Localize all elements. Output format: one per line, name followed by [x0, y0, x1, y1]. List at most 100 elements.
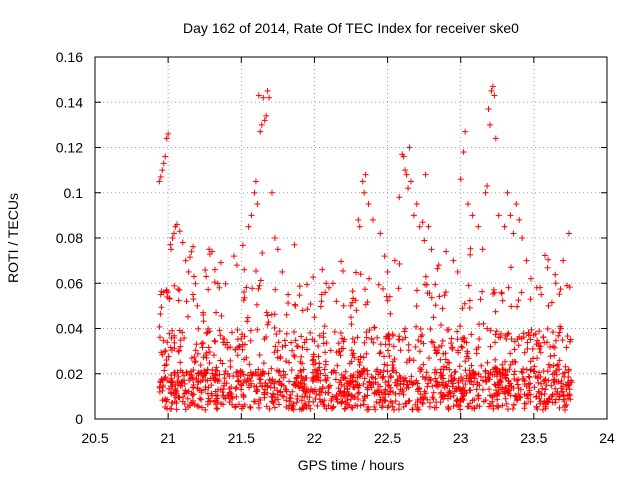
data-point [200, 309, 207, 316]
data-point [357, 353, 364, 360]
data-point [190, 296, 197, 303]
data-point [266, 376, 273, 383]
data-point [161, 348, 168, 355]
data-point [222, 395, 229, 402]
data-point [457, 176, 464, 183]
data-point [422, 273, 429, 280]
x-tick-label: 23 [453, 430, 469, 446]
data-point [384, 362, 391, 369]
data-point [169, 235, 176, 241]
data-point [396, 194, 403, 201]
data-point [193, 341, 200, 348]
data-point [405, 341, 412, 348]
data-point [474, 402, 481, 409]
data-point [386, 332, 393, 339]
data-point [227, 390, 234, 397]
data-point [314, 402, 321, 409]
data-point [555, 361, 562, 368]
data-point [429, 383, 436, 390]
data-point [192, 280, 199, 287]
data-point [351, 354, 358, 361]
data-point [384, 297, 391, 304]
data-point [264, 312, 271, 319]
data-point [449, 344, 456, 351]
data-point [495, 382, 502, 389]
data-point [292, 337, 299, 344]
data-point [562, 369, 569, 376]
data-point [387, 310, 394, 317]
data-point [492, 308, 499, 315]
data-point [486, 121, 493, 128]
data-point [311, 314, 318, 321]
data-point [552, 280, 559, 287]
data-point [496, 379, 503, 386]
data-point [164, 339, 171, 346]
data-point [543, 382, 550, 389]
data-point [354, 382, 361, 389]
data-point [322, 372, 329, 379]
data-point [366, 379, 373, 386]
data-point [247, 337, 254, 344]
data-point [465, 282, 472, 289]
data-point [213, 364, 220, 371]
data-point [499, 384, 506, 391]
data-point [238, 382, 245, 389]
data-point [406, 144, 413, 151]
data-point [539, 385, 546, 392]
data-point [555, 396, 562, 403]
data-point [260, 94, 267, 101]
data-point [175, 286, 182, 293]
data-point [426, 403, 433, 410]
data-point [403, 171, 410, 178]
x-tick-labels: 20.5 21 21.5 22 22.5 23 23.5 24 [81, 430, 615, 446]
data-point [531, 384, 538, 391]
data-point [403, 400, 410, 407]
data-point [507, 380, 514, 387]
data-point [354, 390, 361, 397]
data-point [527, 380, 534, 387]
data-point [551, 344, 558, 351]
data-point [205, 286, 212, 293]
data-point [182, 257, 189, 264]
data-point [322, 349, 329, 356]
data-point [432, 281, 439, 288]
data-point [283, 388, 290, 395]
data-point [508, 303, 515, 310]
data-point [432, 375, 439, 382]
data-point [502, 395, 509, 402]
data-point [462, 381, 469, 388]
data-point [338, 258, 345, 265]
data-point [176, 347, 183, 354]
data-point [490, 286, 497, 293]
data-point [227, 363, 234, 370]
data-point [184, 395, 191, 402]
data-point [298, 333, 305, 340]
data-point [415, 337, 422, 344]
data-point [474, 392, 481, 399]
data-point [309, 336, 316, 343]
data-point [310, 274, 317, 281]
data-point [356, 373, 363, 380]
data-point [283, 358, 290, 365]
data-point [297, 358, 304, 365]
data-point [291, 241, 298, 248]
data-point [177, 337, 184, 344]
data-point [162, 374, 169, 381]
data-point [384, 368, 391, 375]
data-point [200, 373, 207, 380]
data-point [386, 293, 393, 300]
data-point [397, 347, 404, 354]
data-point [535, 388, 542, 395]
data-point [425, 223, 432, 230]
data-point [369, 216, 376, 223]
data-point [413, 377, 420, 384]
data-point [181, 335, 188, 342]
data-point [515, 376, 522, 383]
data-point [542, 386, 549, 393]
data-point [466, 297, 473, 304]
data-point [396, 401, 403, 408]
data-point [271, 404, 278, 411]
y-tick-label: 0.12 [56, 140, 83, 156]
data-point [283, 311, 290, 318]
data-point [300, 366, 307, 373]
